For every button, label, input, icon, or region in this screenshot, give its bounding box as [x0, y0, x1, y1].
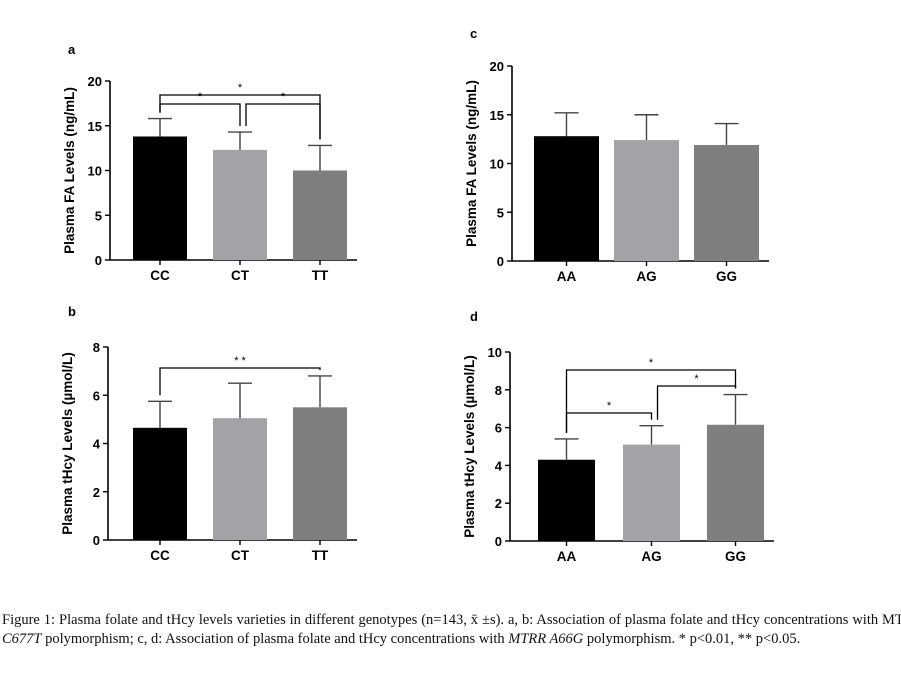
significance-label: *	[694, 373, 699, 385]
bar	[534, 136, 599, 261]
y-tick-label: 0	[497, 254, 504, 269]
caption-gene: C677T	[2, 631, 42, 647]
significance-label: *	[649, 357, 654, 369]
significance-label: *	[198, 91, 203, 103]
y-tick-label: 4	[93, 437, 101, 452]
bar	[694, 144, 759, 261]
x-tick-label: AA	[557, 269, 577, 284]
y-axis-label: Plasma FA Levels (ng/mL)	[464, 80, 479, 247]
figure-caption: Figure 1: Plasma folate and tHcy levels …	[2, 611, 901, 649]
y-tick-label: 0	[495, 534, 502, 549]
bar	[213, 149, 267, 260]
y-tick-label: 4	[495, 458, 503, 473]
y-tick-label: 8	[495, 383, 502, 398]
bar	[538, 459, 595, 541]
x-tick-label: CC	[150, 548, 170, 563]
x-tick-label: CC	[150, 268, 170, 283]
y-tick-label: 10	[88, 164, 102, 179]
y-tick-label: 20	[88, 74, 102, 89]
x-tick-label: AA	[557, 549, 577, 564]
y-axis-label: Plasma FA Levels (ng/mL)	[62, 87, 77, 254]
y-tick-label: 2	[93, 485, 100, 500]
y-tick-label: 5	[95, 208, 102, 223]
y-tick-label: 10	[490, 157, 504, 172]
significance-bracket	[159, 103, 241, 127]
y-tick-label: 15	[88, 119, 102, 134]
bar	[293, 170, 347, 260]
significance-bracket	[656, 385, 737, 420]
significance-bracket	[245, 103, 321, 140]
y-tick-label: 20	[490, 59, 504, 74]
x-tick-label: AG	[641, 549, 661, 564]
caption-gene: MTRR A66G	[508, 631, 584, 647]
panel-label: a	[68, 42, 76, 57]
y-tick-label: 6	[93, 388, 100, 403]
significance-label: *	[238, 82, 243, 94]
panel-label: d	[470, 309, 478, 324]
significance-bracket	[565, 369, 737, 433]
panel-label: b	[68, 304, 76, 319]
significance-label: *	[281, 91, 286, 103]
bar	[213, 418, 267, 540]
caption-text: polymorphism. * p<0.01, ** p<0.05.	[583, 631, 801, 647]
caption-figure-label: Figure 1:	[2, 612, 56, 628]
bar	[133, 427, 187, 540]
y-axis-label: Plasma tHcy Levels (µmol/L)	[60, 352, 75, 535]
y-tick-label: 10	[488, 345, 502, 360]
caption-text: polymorphism; c, d: Association of plasm…	[41, 631, 509, 647]
bar	[623, 444, 680, 541]
significance-bracket	[159, 367, 321, 396]
y-axis-label: Plasma tHcy Levels (µmol/L)	[462, 355, 477, 538]
significance-label: *	[607, 400, 612, 412]
y-tick-label: 2	[495, 496, 502, 511]
y-tick-label: 5	[497, 205, 504, 220]
y-tick-label: 6	[495, 421, 502, 436]
bar	[133, 136, 187, 260]
significance-label: * *	[234, 355, 246, 367]
x-tick-label: AG	[636, 269, 656, 284]
bar	[293, 407, 347, 540]
significance-bracket	[159, 94, 321, 140]
bar	[614, 140, 679, 261]
panel-label: c	[470, 26, 477, 41]
y-tick-label: 15	[490, 108, 504, 123]
x-tick-label: GG	[725, 549, 746, 564]
significance-bracket	[565, 412, 653, 433]
x-tick-label: CT	[231, 548, 250, 563]
x-tick-label: CT	[231, 268, 250, 283]
x-tick-label: GG	[716, 269, 737, 284]
x-tick-label: TT	[312, 548, 329, 563]
bar	[707, 424, 764, 541]
y-tick-label: 0	[95, 253, 102, 268]
y-tick-label: 8	[93, 340, 100, 355]
x-tick-label: TT	[312, 268, 329, 283]
y-tick-label: 0	[93, 533, 100, 548]
caption-text: Plasma folate and tHcy levels varieties …	[55, 612, 901, 628]
